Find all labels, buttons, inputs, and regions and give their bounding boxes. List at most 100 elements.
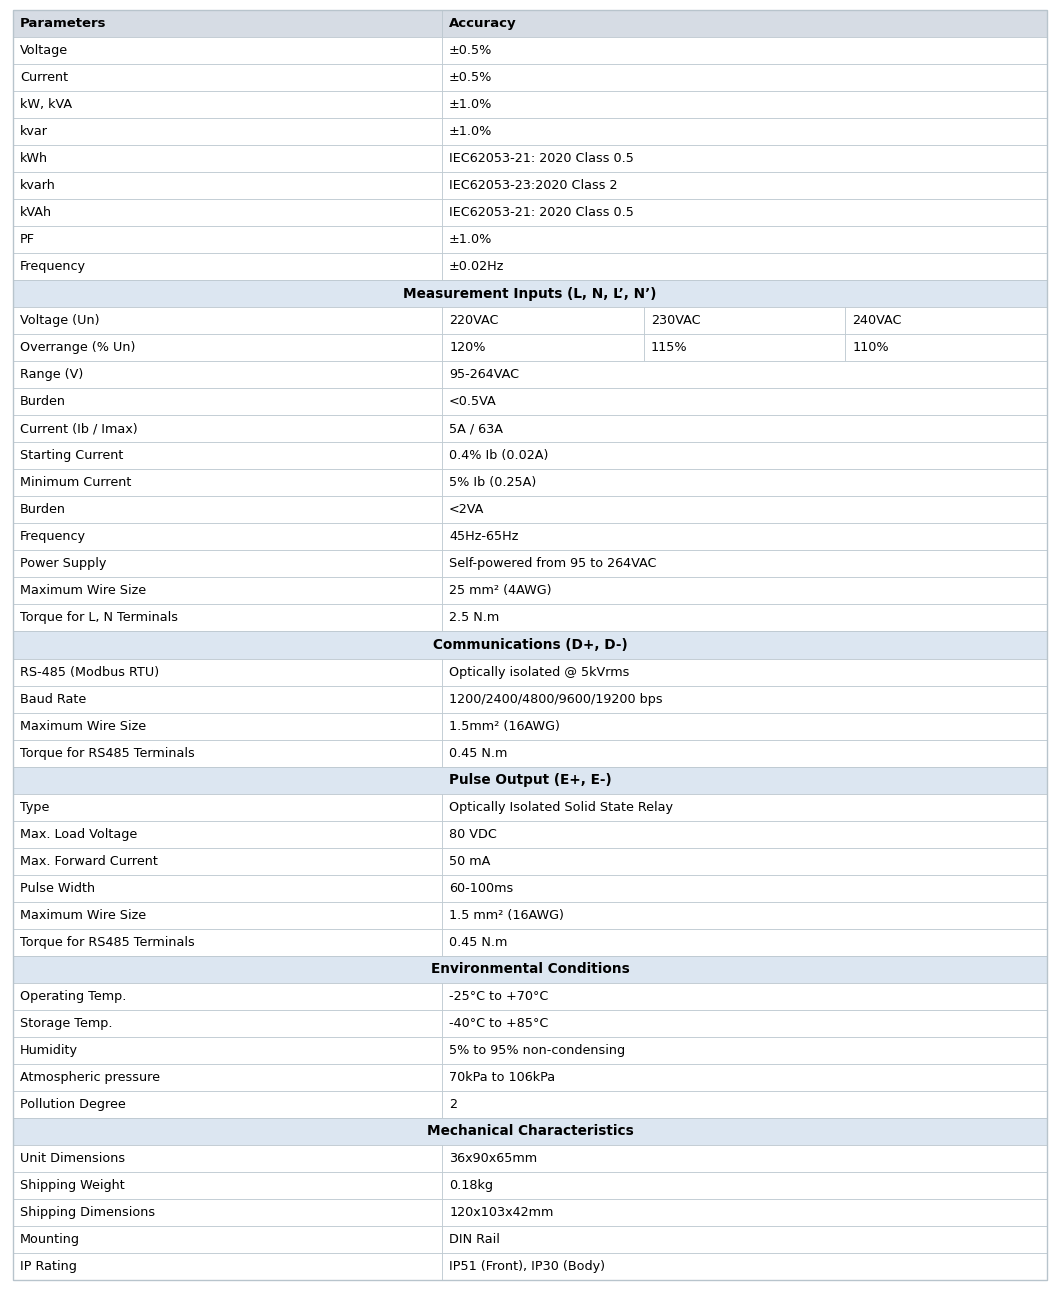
Bar xyxy=(13,658,442,685)
Text: ±0.5%: ±0.5% xyxy=(449,44,493,57)
Bar xyxy=(13,983,442,1010)
Bar xyxy=(13,551,442,578)
Bar xyxy=(846,307,1047,334)
Text: 1.5mm² (16AWG): 1.5mm² (16AWG) xyxy=(449,720,560,733)
Bar xyxy=(442,983,1047,1010)
Bar xyxy=(442,144,1047,172)
Text: Operating Temp.: Operating Temp. xyxy=(20,989,126,1002)
Bar xyxy=(13,524,442,551)
Text: kvarh: kvarh xyxy=(20,179,56,192)
Bar xyxy=(442,307,643,334)
Text: Maximum Wire Size: Maximum Wire Size xyxy=(20,720,146,733)
Text: 0.45 N.m: 0.45 N.m xyxy=(449,747,508,760)
Text: <0.5VA: <0.5VA xyxy=(449,395,497,409)
Bar xyxy=(13,1146,442,1171)
Bar xyxy=(13,902,442,929)
Text: Overrange (% Un): Overrange (% Un) xyxy=(20,342,136,355)
Bar xyxy=(13,766,1047,793)
Text: Unit Dimensions: Unit Dimensions xyxy=(20,1152,125,1165)
Text: 45Hz-65Hz: 45Hz-65Hz xyxy=(449,530,518,543)
Bar xyxy=(442,442,1047,470)
Bar xyxy=(13,712,442,739)
Bar xyxy=(442,470,1047,497)
Text: Current (Ib / Imax): Current (Ib / Imax) xyxy=(20,422,138,435)
Bar xyxy=(442,820,1047,848)
Bar xyxy=(442,92,1047,119)
Bar xyxy=(13,820,442,848)
Bar xyxy=(13,253,442,280)
Bar xyxy=(442,1064,1047,1091)
Text: -40°C to +85°C: -40°C to +85°C xyxy=(449,1017,548,1029)
Text: ±0.02Hz: ±0.02Hz xyxy=(449,261,505,273)
Text: 240VAC: 240VAC xyxy=(852,315,902,328)
Bar xyxy=(13,10,442,37)
Bar xyxy=(442,1253,1047,1280)
Bar xyxy=(13,172,442,199)
Bar xyxy=(13,199,442,226)
Text: Measurement Inputs (L, N, L’, N’): Measurement Inputs (L, N, L’, N’) xyxy=(403,286,657,301)
Text: Starting Current: Starting Current xyxy=(20,449,123,462)
Text: Type: Type xyxy=(20,801,50,814)
Text: Parameters: Parameters xyxy=(20,17,106,30)
Text: -25°C to +70°C: -25°C to +70°C xyxy=(449,989,548,1002)
Text: <2VA: <2VA xyxy=(449,503,484,516)
Text: Environmental Conditions: Environmental Conditions xyxy=(430,962,630,977)
Bar xyxy=(13,929,442,956)
Bar xyxy=(442,199,1047,226)
Text: Accuracy: Accuracy xyxy=(449,17,516,30)
Text: Power Supply: Power Supply xyxy=(20,557,106,570)
Text: IEC62053-23:2020 Class 2: IEC62053-23:2020 Class 2 xyxy=(449,179,618,192)
Text: 5A / 63A: 5A / 63A xyxy=(449,422,504,435)
Bar xyxy=(442,658,1047,685)
Bar xyxy=(442,902,1047,929)
Text: Minimum Current: Minimum Current xyxy=(20,476,131,489)
Bar xyxy=(13,1171,442,1198)
Bar xyxy=(13,37,442,64)
Text: 1200/2400/4800/9600/19200 bps: 1200/2400/4800/9600/19200 bps xyxy=(449,693,662,706)
Text: 60-100ms: 60-100ms xyxy=(449,881,513,895)
Text: ±1.0%: ±1.0% xyxy=(449,98,493,111)
Text: Pollution Degree: Pollution Degree xyxy=(20,1098,126,1111)
Text: Pulse Width: Pulse Width xyxy=(20,881,95,895)
Text: 95-264VAC: 95-264VAC xyxy=(449,368,519,382)
Text: Humidity: Humidity xyxy=(20,1044,78,1057)
Text: 5% to 95% non-condensing: 5% to 95% non-condensing xyxy=(449,1044,625,1057)
Bar xyxy=(442,1171,1047,1198)
Text: Voltage: Voltage xyxy=(20,44,68,57)
Bar xyxy=(13,470,442,497)
Bar xyxy=(442,605,1047,632)
Bar xyxy=(442,226,1047,253)
Bar xyxy=(13,280,1047,307)
Text: 25 mm² (4AWG): 25 mm² (4AWG) xyxy=(449,584,551,597)
Bar xyxy=(442,119,1047,144)
Text: ±0.5%: ±0.5% xyxy=(449,71,493,84)
Bar xyxy=(13,685,442,712)
Text: Torque for L, N Terminals: Torque for L, N Terminals xyxy=(20,611,178,624)
Text: Max. Load Voltage: Max. Load Voltage xyxy=(20,828,137,841)
Bar xyxy=(442,875,1047,902)
Text: 220VAC: 220VAC xyxy=(449,315,498,328)
Bar xyxy=(13,1226,442,1253)
Text: Mechanical Characteristics: Mechanical Characteristics xyxy=(426,1125,634,1138)
Text: DIN Rail: DIN Rail xyxy=(449,1233,500,1246)
Bar xyxy=(13,605,442,632)
Text: kvar: kvar xyxy=(20,125,48,138)
Text: 1.5 mm² (16AWG): 1.5 mm² (16AWG) xyxy=(449,908,564,922)
Bar xyxy=(13,739,442,766)
Bar xyxy=(13,119,442,144)
Bar xyxy=(442,551,1047,578)
Text: Shipping Weight: Shipping Weight xyxy=(20,1179,125,1192)
Bar xyxy=(643,307,846,334)
Text: Burden: Burden xyxy=(20,503,66,516)
Bar xyxy=(442,1198,1047,1226)
Text: Baud Rate: Baud Rate xyxy=(20,693,86,706)
Text: Atmospheric pressure: Atmospheric pressure xyxy=(20,1071,160,1084)
Bar xyxy=(442,497,1047,524)
Text: 0.45 N.m: 0.45 N.m xyxy=(449,935,508,948)
Bar xyxy=(442,712,1047,739)
Text: kWh: kWh xyxy=(20,152,48,165)
Bar xyxy=(13,956,1047,983)
Text: 0.4% Ib (0.02A): 0.4% Ib (0.02A) xyxy=(449,449,548,462)
Text: Frequency: Frequency xyxy=(20,261,86,273)
Text: 2.5 N.m: 2.5 N.m xyxy=(449,611,499,624)
